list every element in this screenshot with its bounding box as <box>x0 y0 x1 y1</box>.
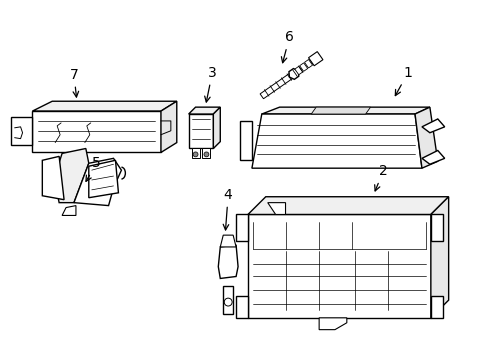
Polygon shape <box>218 245 238 278</box>
Polygon shape <box>299 63 307 71</box>
Polygon shape <box>161 101 177 152</box>
Polygon shape <box>236 215 247 241</box>
Polygon shape <box>62 206 76 215</box>
Polygon shape <box>240 121 251 160</box>
Polygon shape <box>236 296 247 318</box>
Polygon shape <box>247 215 430 318</box>
Polygon shape <box>247 197 447 215</box>
Polygon shape <box>309 56 317 64</box>
Text: 5: 5 <box>86 156 101 181</box>
Polygon shape <box>89 160 118 198</box>
Text: 4: 4 <box>223 188 232 230</box>
Text: 2: 2 <box>374 164 387 191</box>
Text: 3: 3 <box>204 66 216 102</box>
Polygon shape <box>421 150 444 164</box>
Polygon shape <box>261 107 429 114</box>
Text: 1: 1 <box>394 66 412 96</box>
Polygon shape <box>74 158 121 206</box>
Circle shape <box>193 152 198 157</box>
Bar <box>305 131 320 141</box>
Polygon shape <box>430 215 442 241</box>
Polygon shape <box>267 203 285 215</box>
Polygon shape <box>319 318 346 330</box>
Polygon shape <box>213 107 220 148</box>
Polygon shape <box>32 101 177 111</box>
Polygon shape <box>288 68 298 79</box>
Polygon shape <box>430 296 442 318</box>
Polygon shape <box>188 107 220 114</box>
Polygon shape <box>251 114 421 168</box>
Polygon shape <box>32 111 161 152</box>
Polygon shape <box>430 197 447 318</box>
Polygon shape <box>42 156 64 200</box>
Polygon shape <box>304 59 312 68</box>
Polygon shape <box>202 148 210 158</box>
Text: 7: 7 <box>69 68 79 97</box>
Polygon shape <box>191 148 199 158</box>
Circle shape <box>203 152 208 157</box>
Polygon shape <box>54 148 89 203</box>
Polygon shape <box>260 72 295 99</box>
Polygon shape <box>294 66 302 75</box>
Polygon shape <box>223 286 233 314</box>
Bar <box>289 145 301 154</box>
Polygon shape <box>421 119 444 133</box>
Polygon shape <box>220 235 236 247</box>
Text: 6: 6 <box>281 30 293 63</box>
Polygon shape <box>188 114 213 148</box>
Polygon shape <box>414 107 437 168</box>
Polygon shape <box>308 51 322 66</box>
Polygon shape <box>11 117 32 145</box>
Polygon shape <box>310 107 370 114</box>
